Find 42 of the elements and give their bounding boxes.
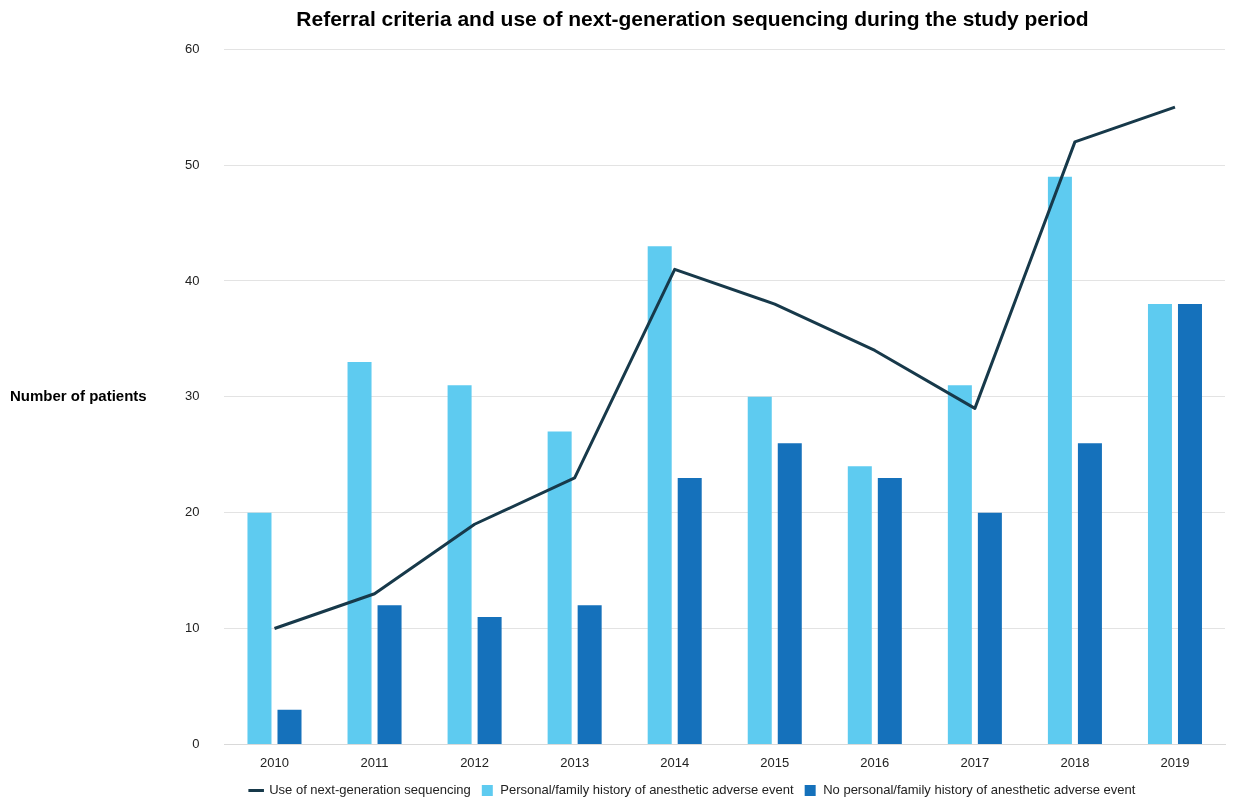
bar [577, 605, 602, 744]
bar [447, 385, 472, 744]
x-tick-label: 2015 [760, 754, 790, 770]
y-tick-label: 0 [192, 735, 200, 751]
y-tick-label: 30 [184, 388, 200, 404]
x-tick-label: 2017 [960, 754, 990, 770]
legend-label: Use of next-generation sequencing [269, 782, 471, 798]
bar [547, 431, 572, 744]
bar [1177, 304, 1202, 744]
bar [277, 709, 302, 744]
x-tick-label: 2019 [1160, 754, 1190, 770]
legend-label: Personal/family history of anesthetic adverse event [500, 782, 795, 798]
x-tick-label: 2013 [560, 754, 590, 770]
bar [1077, 443, 1102, 744]
bar [1147, 304, 1172, 744]
bar [947, 385, 972, 744]
y-tick-label: 20 [184, 504, 200, 520]
bar [677, 477, 702, 744]
y-tick-label: 10 [184, 620, 200, 636]
bar [877, 477, 902, 744]
y-axis-title: Number of patients [10, 386, 147, 404]
x-tick-label: 2014 [660, 754, 690, 770]
bar [747, 396, 772, 744]
bar [477, 616, 502, 744]
bar [777, 443, 802, 744]
chart-title: Referral criteria and use of next-generation sequencing during the study period [296, 7, 1089, 31]
bar [1047, 176, 1072, 744]
legend-label: No personal/family history of anesthetic adverse event [823, 782, 1136, 798]
x-tick-label: 2010 [260, 754, 289, 770]
bar [977, 512, 1002, 744]
bar [377, 605, 402, 744]
bar [347, 362, 372, 744]
y-tick-label: 50 [184, 156, 200, 172]
x-tick-label: 2011 [360, 754, 389, 770]
bar [847, 466, 872, 744]
y-tick-label: 40 [184, 272, 200, 288]
x-tick-label: 2016 [860, 754, 890, 770]
x-tick-label: 2012 [460, 754, 490, 770]
y-tick-label: 60 [184, 40, 200, 56]
bar [247, 512, 272, 744]
bar [647, 246, 672, 744]
x-tick-label: 2018 [1060, 754, 1090, 770]
